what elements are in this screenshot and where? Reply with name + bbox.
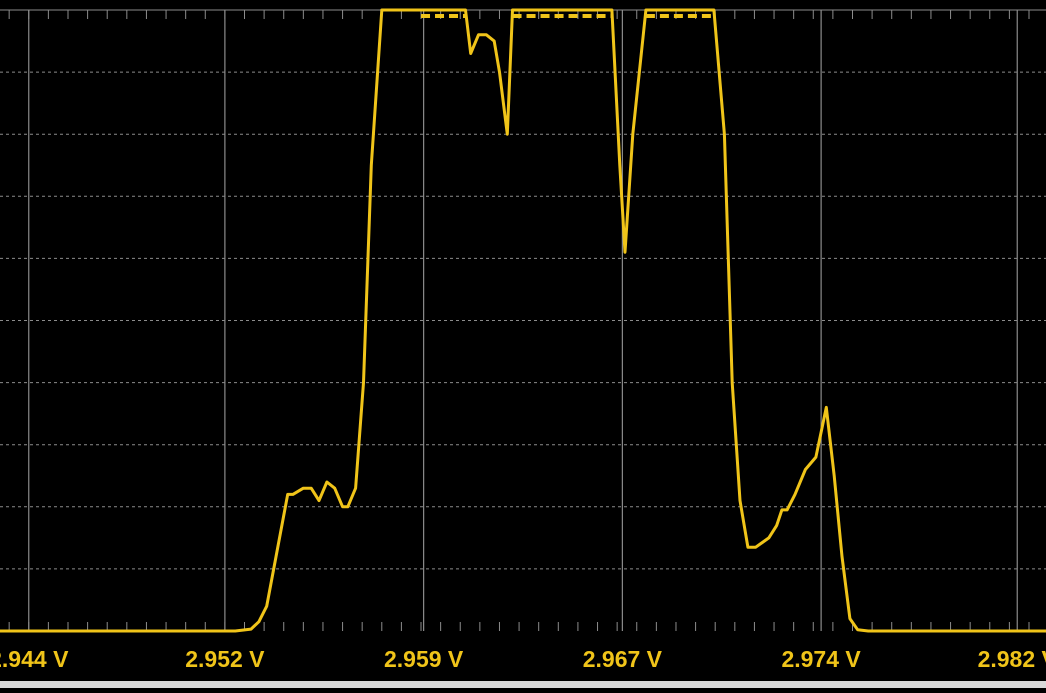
x-tick-label: 2.944 V	[0, 646, 69, 672]
grid	[0, 9, 1046, 631]
x-axis-labels: 2.944 V 2.952 V 2.959 V 2.967 V 2.974 V 2.982…	[0, 646, 1046, 672]
x-tick-label: 2.967 V	[583, 646, 663, 672]
x-tick-label: 2.959 V	[384, 646, 464, 672]
trace-line	[0, 8, 1046, 633]
x-tick-label: 2.952 V	[185, 646, 265, 672]
x-tick-label: 2.982 V	[978, 646, 1046, 672]
x-tick-label: 2.974 V	[781, 646, 861, 672]
trace	[0, 8, 1046, 633]
bottom-strip	[0, 681, 1046, 688]
